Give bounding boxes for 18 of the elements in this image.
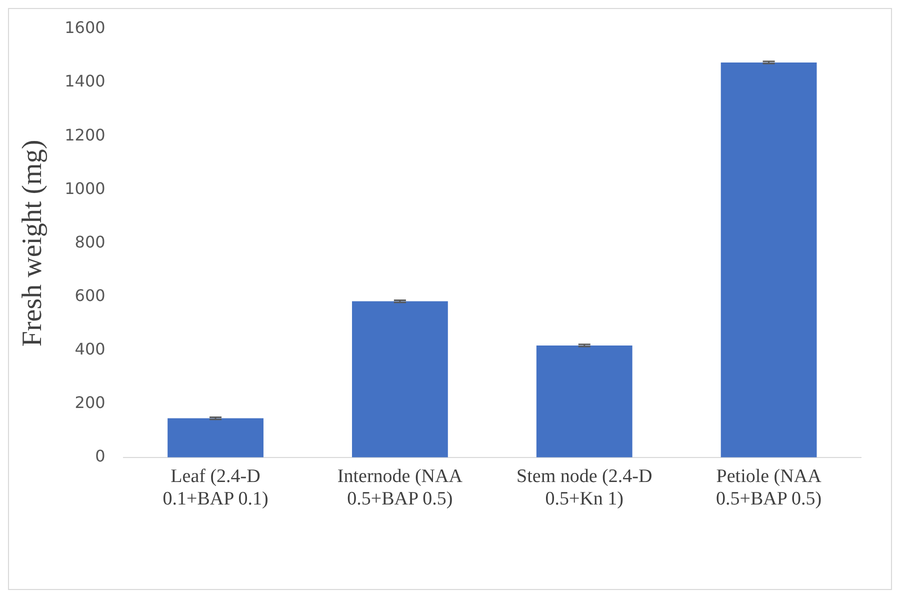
y-tick-label: 0 — [95, 446, 106, 466]
y-tick-label: 600 — [74, 286, 106, 305]
x-tick-label: Stem node (2.4-D 0.5+Kn 1) — [516, 466, 652, 510]
bar — [168, 418, 264, 458]
bar — [352, 301, 448, 458]
bar — [720, 62, 817, 458]
y-axis-title: Fresh weight (mg) — [17, 140, 48, 347]
y-tick-label: 1600 — [64, 18, 106, 38]
y-tick-label: 800 — [74, 232, 106, 252]
bar — [536, 345, 632, 458]
y-tick-label: 400 — [74, 339, 106, 358]
y-tick-label: 1200 — [64, 125, 106, 144]
x-tick-label: Leaf (2.4-D 0.1+BAP 0.1) — [162, 466, 268, 510]
y-tick-label: 1400 — [64, 72, 106, 91]
x-tick-label: Petiole (NAA 0.5+BAP 0.5) — [716, 466, 822, 510]
y-tick-label: 1000 — [64, 178, 106, 198]
x-tick-label: Internode (NAA 0.5+BAP 0.5) — [337, 466, 463, 510]
y-tick-label: 200 — [74, 393, 106, 412]
